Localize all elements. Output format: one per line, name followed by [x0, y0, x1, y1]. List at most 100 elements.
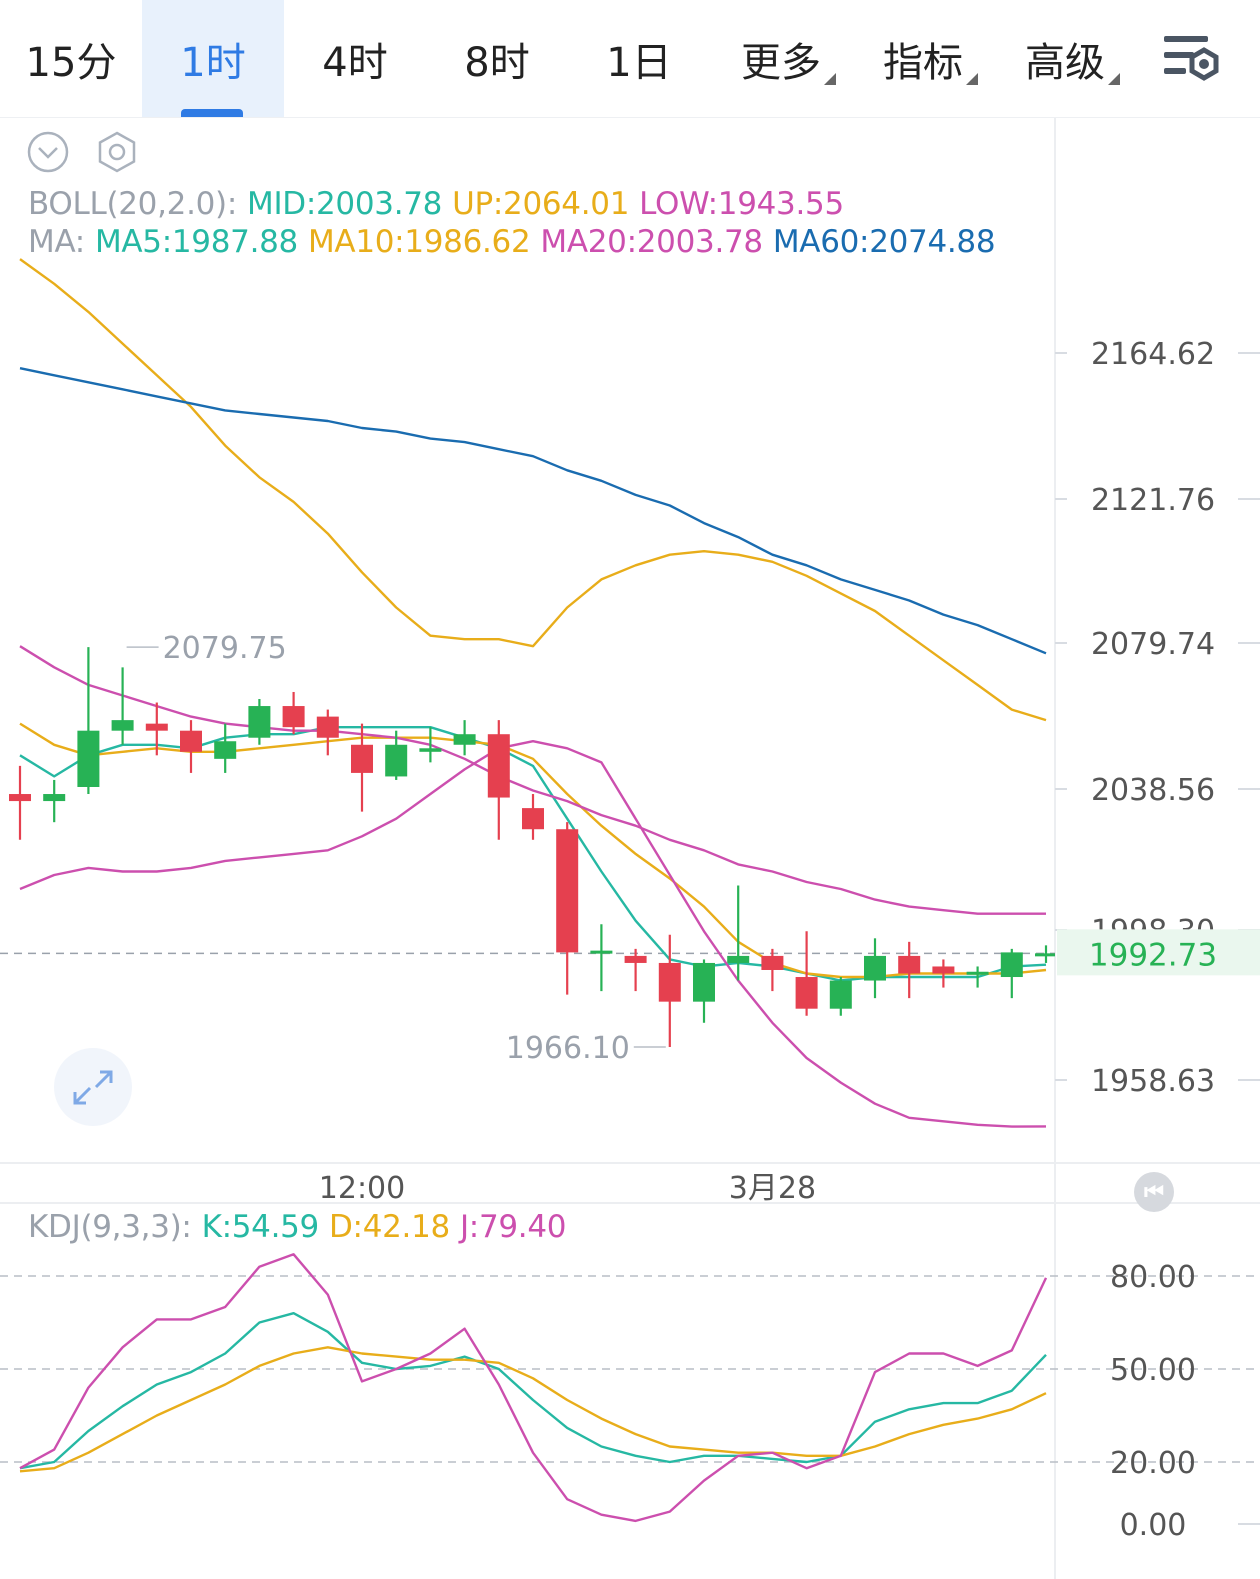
ma10-value: MA10:1986.62 [307, 224, 531, 260]
kdj-pane [19, 1253, 1048, 1523]
main-pane [9, 258, 1055, 1128]
candle-body [1000, 952, 1023, 978]
candle-body [727, 955, 750, 963]
skip-back-icon[interactable]: ⏮ [1134, 1172, 1174, 1212]
tab-1d[interactable]: 1日 [568, 0, 710, 117]
tab-4h[interactable]: 4时 [284, 0, 426, 117]
y-tick-label: 2038.56 [1091, 773, 1215, 808]
min-price-marker: 1966.10 [506, 1031, 630, 1066]
ma-legend: MA: MA5:1987.88 MA10:1986.62 MA20:2003.78 MA… [28, 224, 1005, 260]
candle-body [898, 955, 921, 974]
series-line-ma20 [19, 645, 1046, 915]
boll-legend: BOLL(20,2.0): MID:2003.78 UP:2064.01 LOW:19… [28, 186, 854, 222]
kdj-line-j [19, 1253, 1048, 1523]
kdj-k: K:54.59 [201, 1209, 320, 1245]
candle-body [795, 977, 818, 1009]
tab-advanced[interactable]: 高级 [994, 0, 1136, 117]
x-axis-label: 3月28 [729, 1171, 816, 1206]
tab-1h[interactable]: 1时 [142, 0, 284, 117]
tab-15m[interactable]: 15分 [0, 0, 142, 117]
y-tick-label: 2164.62 [1091, 337, 1215, 372]
candle-body [658, 962, 681, 1002]
tab-label: 4时 [322, 39, 388, 86]
tab-indicators[interactable]: 指标 [852, 0, 994, 117]
dropdown-caret-icon [824, 73, 836, 85]
candle-body [180, 730, 202, 752]
dropdown-caret-icon [1108, 73, 1120, 85]
ma-label: MA: [28, 224, 85, 260]
candle-body [966, 971, 989, 975]
series-line-ma10 [19, 722, 1047, 979]
tab-8h[interactable]: 8时 [426, 0, 568, 117]
boll-up: UP:2064.01 [452, 186, 630, 222]
candle-body [453, 734, 476, 745]
candle-body [1035, 953, 1055, 957]
chevron-down-circle-icon[interactable] [26, 130, 70, 174]
tab-label: 高级 [1025, 39, 1105, 86]
kdj-line-d [19, 1346, 1047, 1473]
timeframe-tabbar: 15分 1时 4时 8时 1日 更多 指标 高级 [0, 0, 1260, 118]
expand-arrows-icon [73, 1070, 113, 1105]
candle-body [864, 955, 886, 981]
candle-body [556, 829, 579, 953]
max-price-marker: 2079.75 [163, 631, 287, 666]
candle-body [145, 723, 168, 731]
hexagon-gear-icon[interactable] [95, 130, 139, 174]
kdj-tick-label: 20.00 [1110, 1446, 1196, 1481]
ma20-value: MA20:2003.78 [540, 224, 763, 260]
candle-body [522, 808, 544, 830]
last-price-badge [1057, 929, 1260, 976]
candle-body [932, 966, 955, 974]
candle-body [487, 734, 510, 798]
ma5-value: MA5:1987.88 [94, 224, 298, 260]
series-line-ma60 [19, 367, 1047, 655]
tab-label: 8时 [464, 39, 530, 86]
candle-body [248, 706, 271, 738]
series-line-ma5 [19, 726, 1047, 982]
y-tick-label: 1958.63 [1091, 1064, 1215, 1099]
kdj-j: J:79.40 [459, 1209, 567, 1245]
kdj-tick-label: 50.00 [1110, 1353, 1196, 1388]
y-tick-label: 2079.74 [1091, 627, 1215, 662]
kdj-legend: KDJ(9,3,3): K:54.59 D:42.18 J:79.40 [28, 1209, 576, 1245]
series-line-low [19, 740, 1047, 1128]
candle-body [761, 955, 784, 970]
chart-settings-icon[interactable] [1158, 30, 1222, 86]
tab-label: 指标 [883, 39, 963, 86]
tab-label: 15分 [25, 39, 117, 86]
active-tab-indicator [181, 109, 243, 117]
kdj-d: D:42.18 [328, 1209, 450, 1245]
candle-body [385, 744, 408, 777]
kdj-label: KDJ(9,3,3): [28, 1209, 192, 1245]
candle-body [214, 741, 237, 759]
kdj-tick-label: 80.00 [1110, 1260, 1196, 1295]
kdj-tick-label: 0.00 [1120, 1508, 1187, 1543]
tab-label: 1时 [180, 39, 246, 86]
candle-body [111, 720, 134, 731]
candle-body [282, 706, 305, 728]
dropdown-caret-icon [966, 73, 978, 85]
candle-body [590, 950, 613, 954]
candle-body [316, 716, 339, 738]
tab-more[interactable]: 更多 [710, 0, 852, 117]
kdj-line-k [19, 1311, 1047, 1470]
y-tick-label: 2121.76 [1091, 483, 1215, 518]
expand-button[interactable] [54, 1048, 132, 1126]
candle-body [9, 794, 31, 802]
candle-body [419, 748, 442, 752]
ma60-value: MA60:2074.88 [772, 224, 996, 260]
tab-label: 1日 [606, 39, 672, 86]
candle-body [829, 980, 852, 1009]
candle-body [693, 962, 715, 1002]
candle-body [77, 730, 100, 787]
x-axis-label: 12:00 [319, 1171, 405, 1206]
boll-low: LOW:1943.55 [639, 186, 844, 222]
tab-label: 更多 [741, 39, 821, 86]
last-price-label: 1992.73 [1089, 937, 1217, 973]
boll-mid: MID:2003.78 [247, 186, 443, 222]
candle-body [624, 955, 647, 963]
candle-body [351, 744, 373, 773]
series-line-up [19, 258, 1047, 722]
boll-label: BOLL(20,2.0): [28, 186, 237, 222]
